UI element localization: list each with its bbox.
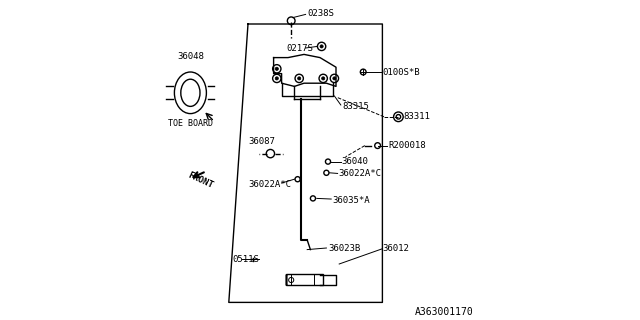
Text: 36048: 36048 <box>177 52 204 60</box>
Text: 0217S: 0217S <box>287 44 313 53</box>
Circle shape <box>275 67 278 70</box>
Text: 0238S: 0238S <box>307 9 334 18</box>
Text: 36022A*C: 36022A*C <box>248 180 291 188</box>
Text: FRONT: FRONT <box>187 171 215 190</box>
Circle shape <box>333 77 336 80</box>
Text: R200018: R200018 <box>388 141 426 150</box>
Text: 36035*A: 36035*A <box>332 196 370 204</box>
Circle shape <box>321 77 325 80</box>
Text: 0100S*B: 0100S*B <box>383 68 420 76</box>
Text: A363001170: A363001170 <box>415 307 474 317</box>
Circle shape <box>298 77 301 80</box>
Text: 36023B: 36023B <box>328 244 360 253</box>
Text: 36087: 36087 <box>248 137 275 146</box>
Circle shape <box>275 77 278 80</box>
Text: 83315: 83315 <box>342 102 369 111</box>
Text: TOE BOARD: TOE BOARD <box>168 119 213 128</box>
Text: 36022A*C: 36022A*C <box>339 169 381 178</box>
Text: 83311: 83311 <box>404 112 431 121</box>
Circle shape <box>320 45 323 48</box>
Text: 0511S: 0511S <box>232 255 259 264</box>
Text: 36040: 36040 <box>342 157 369 166</box>
Text: 36012: 36012 <box>383 244 409 253</box>
